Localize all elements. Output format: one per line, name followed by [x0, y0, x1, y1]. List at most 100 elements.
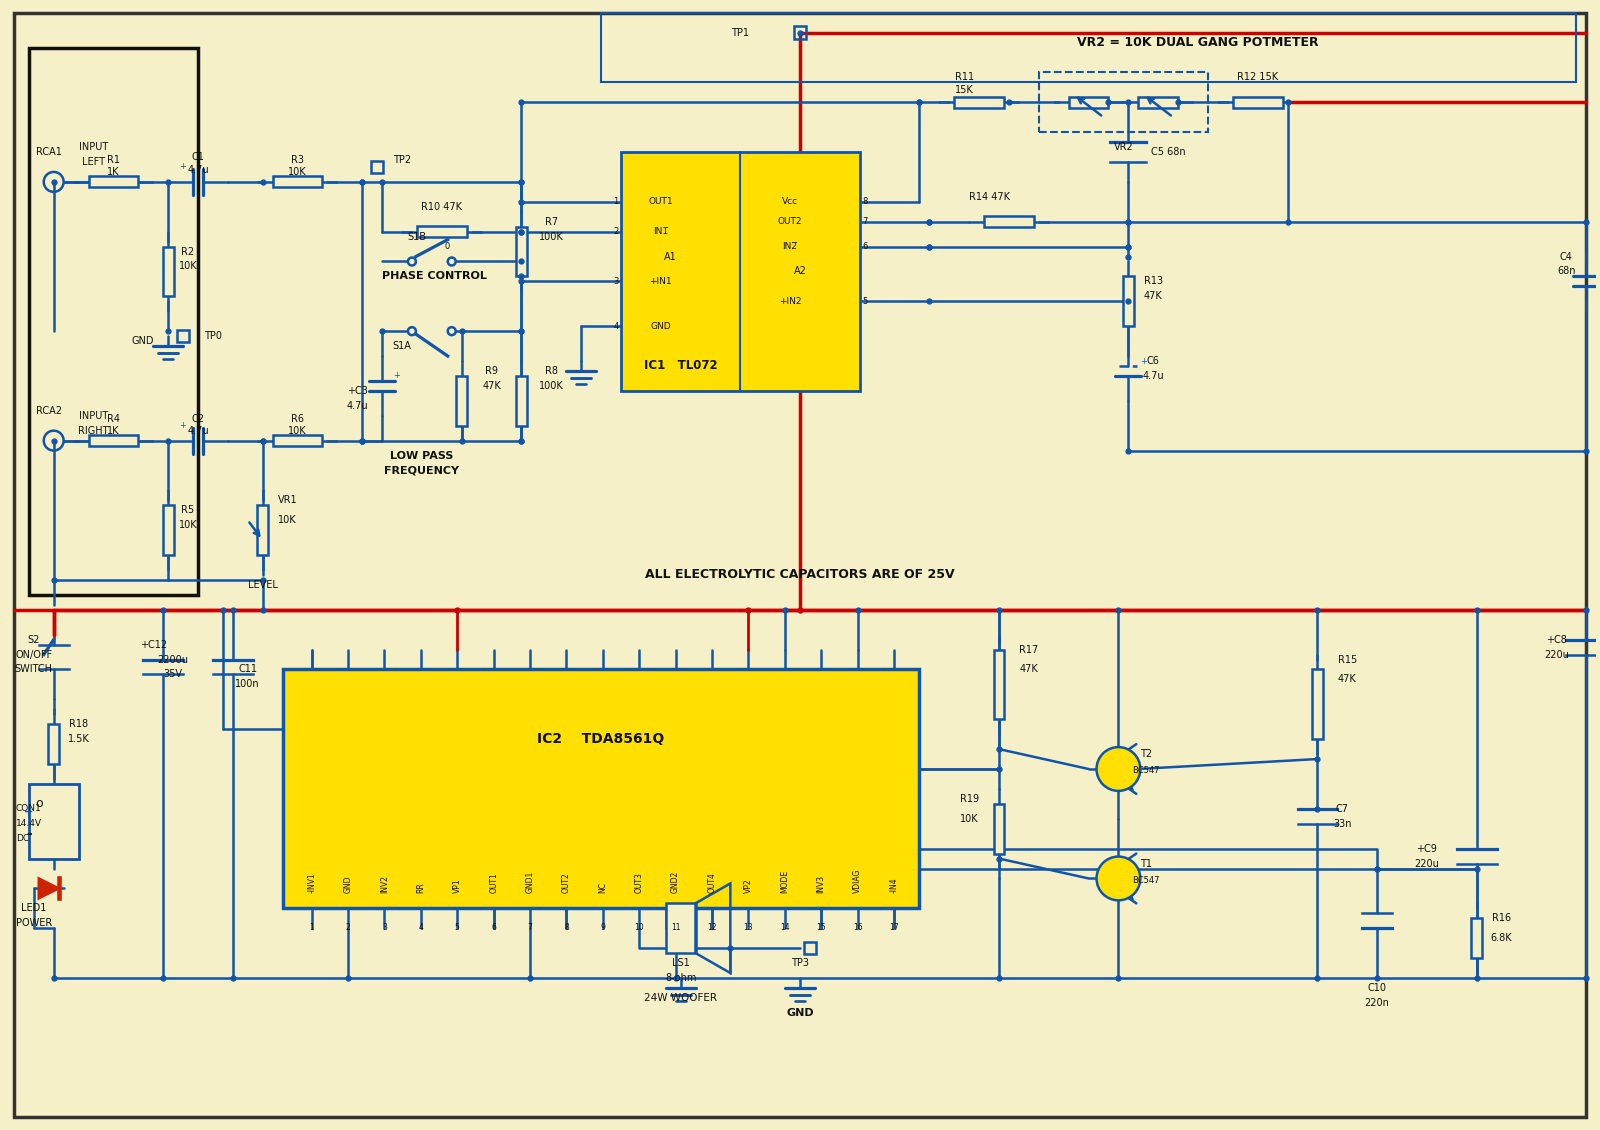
FancyBboxPatch shape — [258, 505, 269, 555]
Text: PHASE CONTROL: PHASE CONTROL — [382, 271, 486, 281]
Text: GND2: GND2 — [670, 871, 680, 894]
Text: INV3: INV3 — [816, 876, 826, 894]
Text: 4: 4 — [419, 923, 424, 932]
Text: OUT3: OUT3 — [635, 872, 643, 894]
Text: 1.5K: 1.5K — [67, 734, 90, 745]
Text: SWITCH: SWITCH — [14, 664, 53, 675]
Text: +C3: +C3 — [347, 385, 368, 396]
Text: 8: 8 — [862, 198, 867, 207]
Text: R19: R19 — [960, 794, 979, 803]
FancyBboxPatch shape — [456, 376, 467, 426]
Text: -: - — [26, 827, 32, 841]
Text: 15: 15 — [816, 923, 826, 932]
Text: R1: R1 — [107, 155, 120, 165]
Text: RCA1: RCA1 — [35, 147, 62, 157]
FancyBboxPatch shape — [994, 803, 1005, 853]
Text: 100n: 100n — [235, 679, 261, 689]
Text: R18: R18 — [69, 719, 88, 729]
Text: 6.8K: 6.8K — [1491, 933, 1512, 944]
Text: BC547: BC547 — [1133, 766, 1160, 775]
Text: C2: C2 — [192, 414, 205, 424]
Text: 24W WOOFER: 24W WOOFER — [645, 993, 717, 1002]
Text: 2: 2 — [346, 923, 350, 932]
Text: CON1: CON1 — [16, 805, 42, 814]
Text: IC2    TDA8561Q: IC2 TDA8561Q — [538, 732, 664, 746]
Text: 10K: 10K — [960, 814, 979, 824]
Text: GND: GND — [131, 336, 155, 346]
Text: 9: 9 — [600, 923, 605, 932]
Text: VR1: VR1 — [278, 495, 298, 505]
Text: 16: 16 — [853, 923, 862, 932]
Text: A1: A1 — [664, 252, 677, 261]
Text: OUT1: OUT1 — [648, 198, 674, 207]
Text: o: o — [35, 798, 43, 810]
Text: LED1: LED1 — [21, 903, 46, 913]
Text: 100K: 100K — [539, 232, 563, 242]
Text: TP0: TP0 — [203, 331, 222, 341]
Text: R3: R3 — [291, 155, 304, 165]
Text: 12: 12 — [707, 923, 717, 932]
Text: 8-ohm: 8-ohm — [666, 973, 696, 983]
Text: 10K: 10K — [288, 167, 307, 177]
Text: +C9: +C9 — [1416, 844, 1437, 853]
Text: LS1: LS1 — [672, 958, 690, 968]
Text: 100K: 100K — [539, 381, 563, 391]
Circle shape — [1096, 747, 1141, 791]
Text: 47K: 47K — [1338, 675, 1357, 685]
Text: 14: 14 — [779, 923, 789, 932]
Text: R7: R7 — [544, 217, 558, 227]
FancyBboxPatch shape — [984, 216, 1034, 227]
Text: 7: 7 — [862, 217, 867, 226]
Text: +: + — [179, 421, 187, 431]
Text: R11: R11 — [955, 72, 974, 82]
Text: R10 47K: R10 47K — [421, 202, 462, 211]
Text: LEVEL: LEVEL — [248, 580, 277, 590]
Text: VP1: VP1 — [453, 879, 462, 894]
FancyBboxPatch shape — [515, 376, 526, 426]
Text: R17: R17 — [1019, 644, 1038, 654]
FancyBboxPatch shape — [29, 784, 78, 859]
FancyBboxPatch shape — [88, 176, 138, 188]
FancyBboxPatch shape — [1069, 97, 1109, 107]
Text: +IN2: +IN2 — [779, 297, 802, 306]
Text: C5 68n: C5 68n — [1150, 147, 1186, 157]
Text: R16: R16 — [1491, 913, 1510, 923]
Text: ON/OFF: ON/OFF — [16, 650, 53, 660]
FancyBboxPatch shape — [1234, 97, 1283, 107]
FancyBboxPatch shape — [163, 246, 173, 296]
Text: 1K: 1K — [107, 167, 120, 177]
Text: +C8: +C8 — [1546, 635, 1566, 644]
Text: R6: R6 — [291, 414, 304, 424]
Text: 35V: 35V — [163, 669, 182, 679]
Text: +: + — [24, 807, 34, 817]
Text: C1: C1 — [192, 153, 205, 162]
Text: S1A: S1A — [392, 341, 411, 351]
FancyBboxPatch shape — [621, 153, 859, 391]
Text: TP3: TP3 — [790, 958, 810, 968]
Text: 33n: 33n — [1333, 819, 1352, 828]
Text: C7: C7 — [1336, 803, 1349, 814]
Text: GND: GND — [344, 876, 352, 894]
Text: S2: S2 — [27, 635, 40, 644]
Text: RIGHT: RIGHT — [78, 426, 109, 436]
Text: R13: R13 — [1144, 277, 1163, 286]
Text: A2: A2 — [794, 267, 806, 277]
Text: 0: 0 — [445, 242, 450, 251]
FancyBboxPatch shape — [1123, 277, 1134, 327]
Text: GND: GND — [650, 322, 670, 331]
Text: R14 47K: R14 47K — [968, 192, 1010, 202]
Text: VDIAG: VDIAG — [853, 869, 862, 894]
Text: R12 15K: R12 15K — [1237, 72, 1278, 82]
Text: OUT2: OUT2 — [778, 217, 802, 226]
Text: R9: R9 — [485, 366, 498, 376]
FancyBboxPatch shape — [88, 435, 138, 446]
Text: TP1: TP1 — [731, 27, 749, 37]
Text: 4.7u: 4.7u — [187, 426, 208, 436]
Text: 10K: 10K — [278, 515, 298, 525]
Text: -IN4: -IN4 — [890, 878, 899, 894]
FancyBboxPatch shape — [1470, 919, 1482, 958]
Text: C6: C6 — [1147, 356, 1160, 366]
Text: IN2̅: IN2̅ — [782, 242, 797, 251]
Text: 3: 3 — [382, 923, 387, 932]
Text: OUT4: OUT4 — [707, 872, 717, 894]
